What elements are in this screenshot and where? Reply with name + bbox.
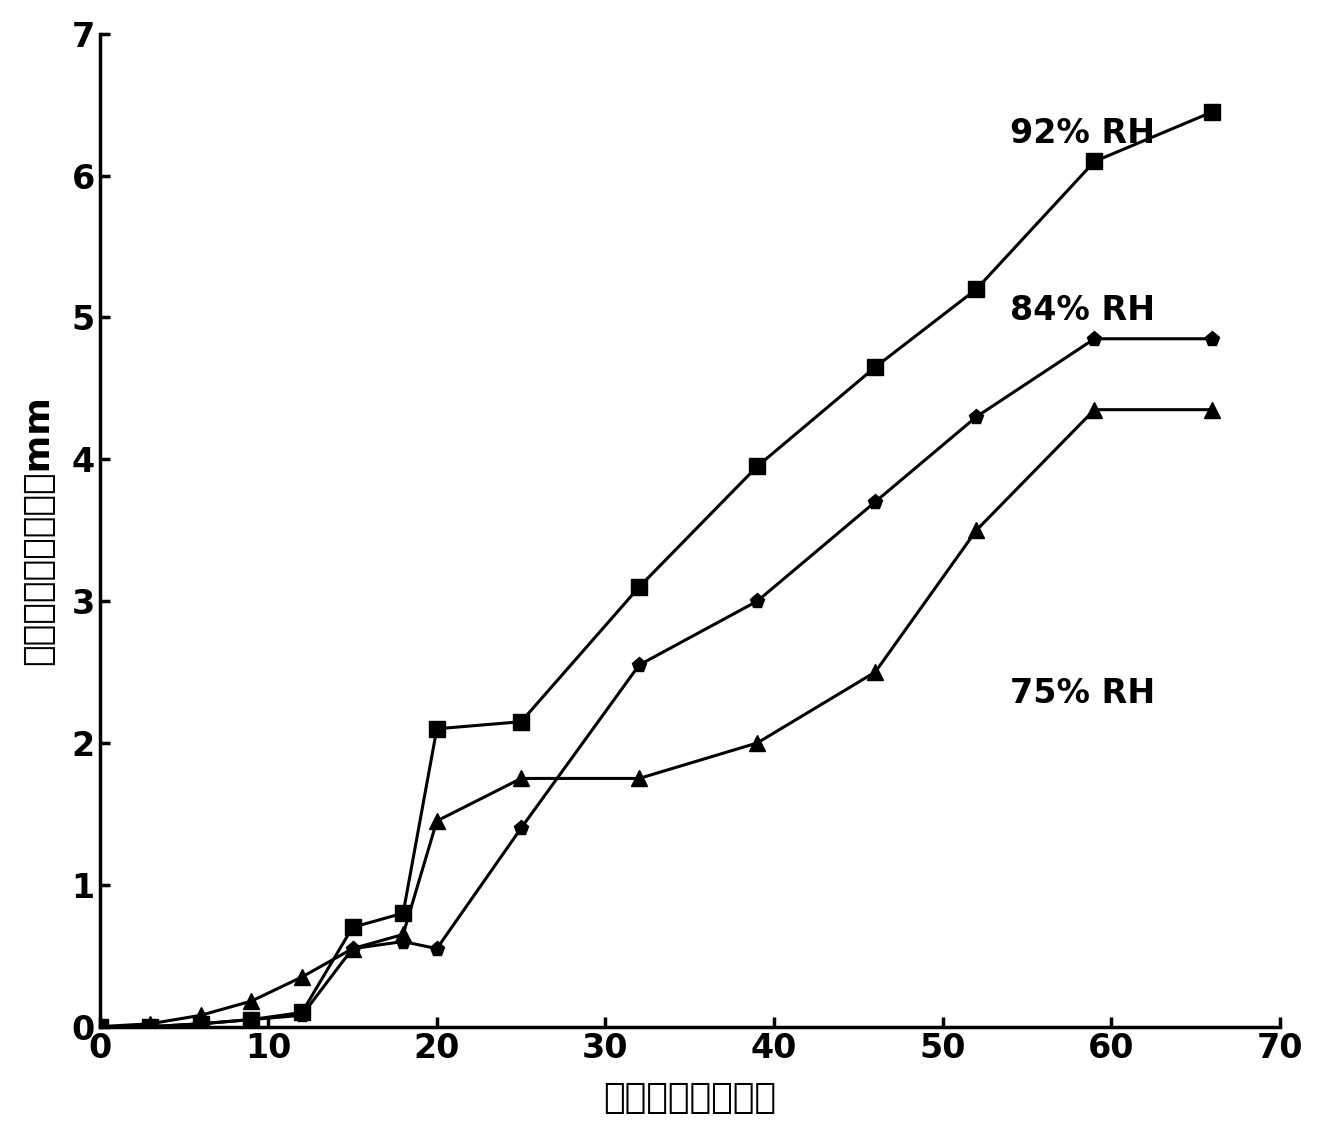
X-axis label: 加速试验时间／天: 加速试验时间／天 bbox=[604, 1081, 776, 1116]
Text: 75% RH: 75% RH bbox=[1010, 677, 1156, 710]
Y-axis label: 平均层蒓腐蚊深度／mm: 平均层蒓腐蚊深度／mm bbox=[21, 395, 54, 666]
Text: 92% RH: 92% RH bbox=[1010, 117, 1156, 150]
Text: 84% RH: 84% RH bbox=[1010, 294, 1156, 327]
